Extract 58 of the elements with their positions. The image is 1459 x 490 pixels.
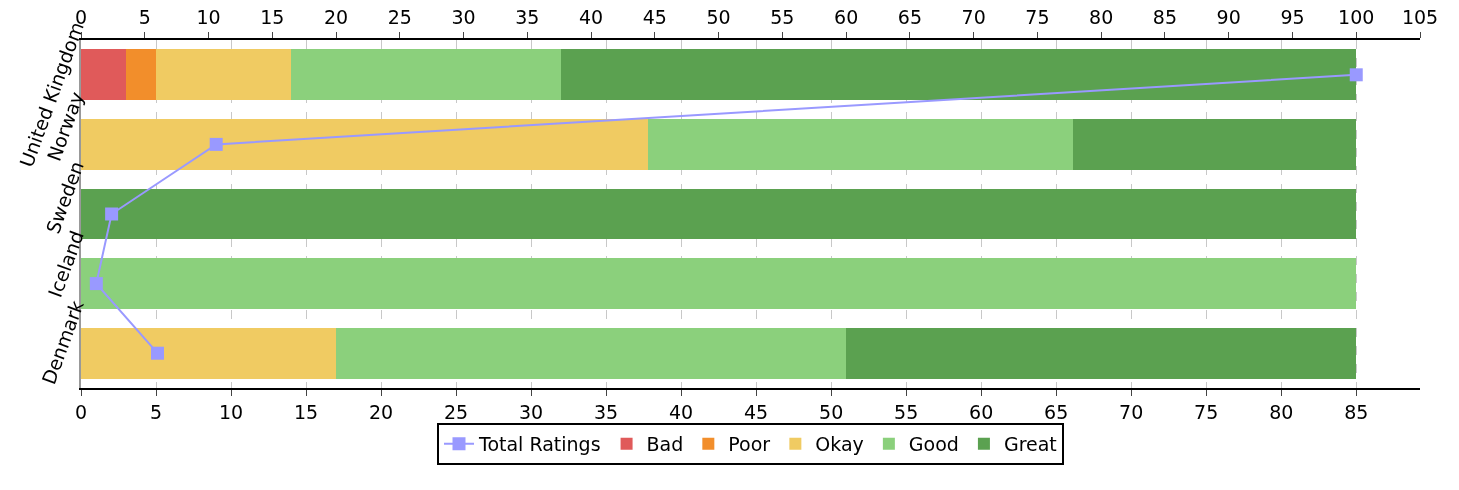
legend-label: Great xyxy=(1003,433,1057,456)
legend-label: Bad xyxy=(646,433,684,456)
bar xyxy=(126,49,157,101)
x2-tick-label: 15 xyxy=(260,6,285,29)
x-tick-label: 15 xyxy=(293,400,319,423)
x-tick-label: 30 xyxy=(518,400,544,423)
x2-tick-label: 100 xyxy=(1338,6,1375,29)
legend-label: Total Ratings xyxy=(478,433,601,456)
bar xyxy=(1072,119,1357,170)
x-tick-label: 70 xyxy=(1119,400,1144,423)
x2-tick-label: 5 xyxy=(138,6,151,29)
x-tick-label: 65 xyxy=(1044,400,1069,423)
x-tick-label: 25 xyxy=(443,400,469,423)
x2-tick-label: 75 xyxy=(1025,6,1050,29)
legend-label: Good xyxy=(908,433,959,456)
x2-tick-label: 60 xyxy=(834,6,859,29)
x-tick-label: 0 xyxy=(74,400,88,423)
bar xyxy=(846,327,1357,379)
x-tick-label: 40 xyxy=(669,400,694,423)
x-tick-label: 85 xyxy=(1344,400,1369,423)
x-tick-label: 75 xyxy=(1194,400,1219,423)
x-tick-label: 55 xyxy=(894,400,919,423)
bar xyxy=(561,49,1357,101)
x2-tick-label: 90 xyxy=(1216,6,1241,29)
x2-tick-label: 55 xyxy=(770,6,795,29)
x2-tick-label: 105 xyxy=(1401,6,1439,29)
x2-tick-label: 70 xyxy=(961,6,986,29)
x2-tick-label: 95 xyxy=(1280,6,1305,29)
x2-tick-label: 80 xyxy=(1089,6,1114,29)
legend-label: Okay xyxy=(815,433,864,456)
x-tick-label: 50 xyxy=(819,400,844,423)
x2-tick-label: 35 xyxy=(515,6,540,29)
x-tick-label: 60 xyxy=(969,400,994,423)
bar xyxy=(291,49,562,101)
x-tick-label: 35 xyxy=(594,400,619,423)
x-tick-label: 20 xyxy=(368,400,394,423)
point xyxy=(151,346,165,360)
bar xyxy=(336,327,847,379)
x2-tick-label: 10 xyxy=(196,6,221,29)
x2-tick-label: 25 xyxy=(387,6,412,29)
legend-label: Poor xyxy=(728,433,771,456)
x2-tick-label: 50 xyxy=(706,6,731,29)
x-tick-label: 5 xyxy=(149,400,163,423)
x2-tick-label: 40 xyxy=(579,6,604,29)
x-tick-label: 45 xyxy=(744,400,769,423)
x-tick-label: 80 xyxy=(1269,400,1294,423)
x2-tick-label: 20 xyxy=(323,6,349,29)
bar xyxy=(648,119,1073,170)
x-tick-label: 10 xyxy=(218,400,244,423)
x2-tick-label: 45 xyxy=(642,6,667,29)
x2-tick-label: 65 xyxy=(897,6,922,29)
x2-tick-label: 30 xyxy=(451,6,476,29)
point xyxy=(105,207,119,221)
point xyxy=(89,277,103,291)
bar xyxy=(156,49,292,101)
point xyxy=(209,137,223,151)
point xyxy=(1349,68,1363,82)
x2-tick-label: 85 xyxy=(1152,6,1178,29)
